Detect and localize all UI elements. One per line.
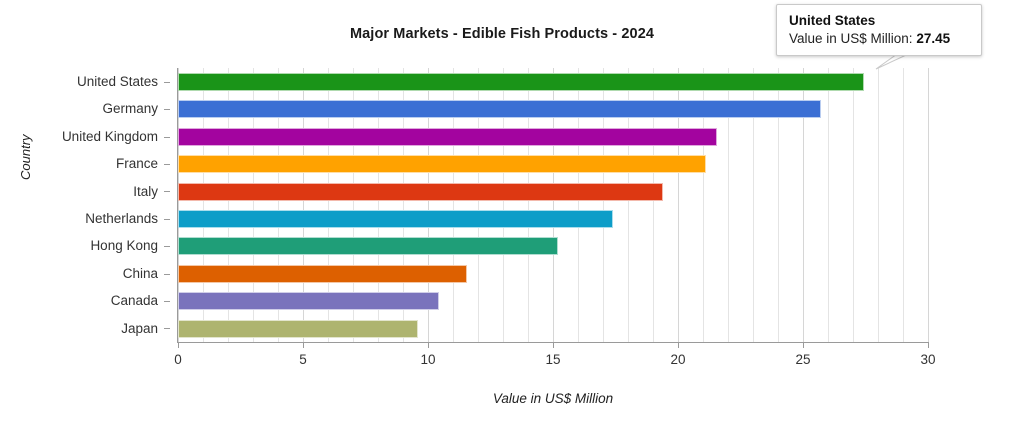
chart-title: Major Markets - Edible Fish Products - 2… [349,26,655,42]
y-axis-tick [164,246,170,248]
bar-united-kingdom[interactable] [178,127,717,146]
gridline-major [178,68,179,342]
gridline-major [428,68,429,342]
y-axis-tick [164,218,170,220]
y-axis-label-germany: Germany [102,101,158,117]
gridline-major [928,68,929,342]
gridline-minor [628,68,629,342]
gridline-major [803,68,804,342]
gridline-minor [853,68,854,342]
x-axis-tick [678,342,679,348]
bar-italy[interactable] [178,182,663,201]
y-axis-label-china: China [122,265,158,281]
y-axis-tick [164,81,170,83]
x-axis-tick-label: 5 [299,352,307,367]
x-axis-tick-label: 0 [174,352,182,367]
gridline-minor [878,68,879,342]
gridline-minor [353,68,354,342]
x-axis-tick-label: 10 [420,352,436,367]
y-axis-labels: United States Germany United Kingdom France… [0,68,170,342]
bar-japan[interactable] [178,319,418,338]
gridline-minor [503,68,504,342]
x-axis-tick-label: 25 [795,352,811,367]
y-axis-label-netherlands: Netherlands [85,211,158,226]
gridline-major [678,68,679,342]
tooltip-title: United States [789,13,876,28]
y-axis-tick [164,136,170,138]
bar-united-states[interactable] [178,73,865,91]
bar-hong-kong[interactable] [178,237,558,256]
x-axis-tick [428,342,429,348]
tooltip-metric-label: Value in US$ Million: [789,31,913,46]
gridline-minor [828,68,829,342]
y-axis-label-hong-kong: Hong Kong [90,238,158,254]
gridline-minor [528,68,529,342]
gridline-minor [453,68,454,342]
gridline-minor [703,68,704,342]
gridline-minor [478,68,479,342]
x-axis-tick [928,342,929,348]
y-axis-tick [164,109,170,111]
gridline-minor [753,68,754,342]
bar-china[interactable] [178,264,467,283]
y-axis-tick [164,191,170,193]
gridline-major [303,68,304,342]
bar-france[interactable] [178,155,706,174]
bar-row[interactable] [178,315,928,343]
gridline-minor [378,68,379,342]
y-axis-tick [164,300,170,302]
x-axis-title: Value in US$ Million [492,391,614,406]
gridline-minor [728,68,729,342]
gridline-minor [328,68,329,342]
gridline-minor [228,68,229,342]
bar-row[interactable] [178,150,928,178]
x-axis-tick [303,342,304,348]
bar-row[interactable] [178,232,928,260]
bar-row[interactable] [178,205,928,233]
bar-row[interactable] [178,68,928,96]
y-axis-label-canada: Canada [110,293,158,309]
y-axis-tick [164,328,170,330]
y-axis-tick [164,163,170,165]
tooltip: United States Value in US$ Million: 27.4… [776,4,982,56]
x-axis-tick [178,342,179,348]
gridline-minor [778,68,779,342]
bar-netherlands[interactable] [178,210,613,228]
gridline-minor [603,68,604,342]
bar-row[interactable] [178,95,928,123]
gridline-minor [278,68,279,342]
x-axis-tick [553,342,554,348]
tooltip-metric-value: 27.45 [916,31,951,46]
y-axis-tick [164,273,170,275]
x-axis-line [177,342,928,343]
bar-germany[interactable] [178,100,821,119]
bar-row[interactable] [178,178,928,206]
y-axis-label-united-kingdom: United Kingdom [61,128,158,144]
y-axis-label-france: France [115,156,158,172]
gridline-minor [253,68,254,342]
x-axis-tick-label: 20 [670,352,686,367]
gridline-minor [203,68,204,342]
bar-row[interactable] [178,123,928,151]
y-axis-title: Country [18,134,33,180]
bar-row[interactable] [178,287,928,315]
y-axis-label-italy: Italy [133,183,158,199]
tooltip-value-row: Value in US$ Million: 27.45 [789,31,971,46]
y-axis-label-japan: Japan [121,320,158,336]
gridline-minor [578,68,579,342]
y-axis-label-united-states: United States [76,74,158,89]
bar-row[interactable] [178,260,928,288]
bar-canada[interactable] [178,292,440,311]
gridline-minor [653,68,654,342]
y-axis-line [177,68,178,342]
x-axis-tick-label: 30 [920,352,936,367]
gridline-minor [403,68,404,342]
x-axis-tick [803,342,804,348]
gridline-major [553,68,554,342]
gridline-minor [903,68,904,342]
x-axis-tick-label: 15 [545,352,561,367]
plot-area: 0 5 10 15 20 25 30 [174,68,936,367]
